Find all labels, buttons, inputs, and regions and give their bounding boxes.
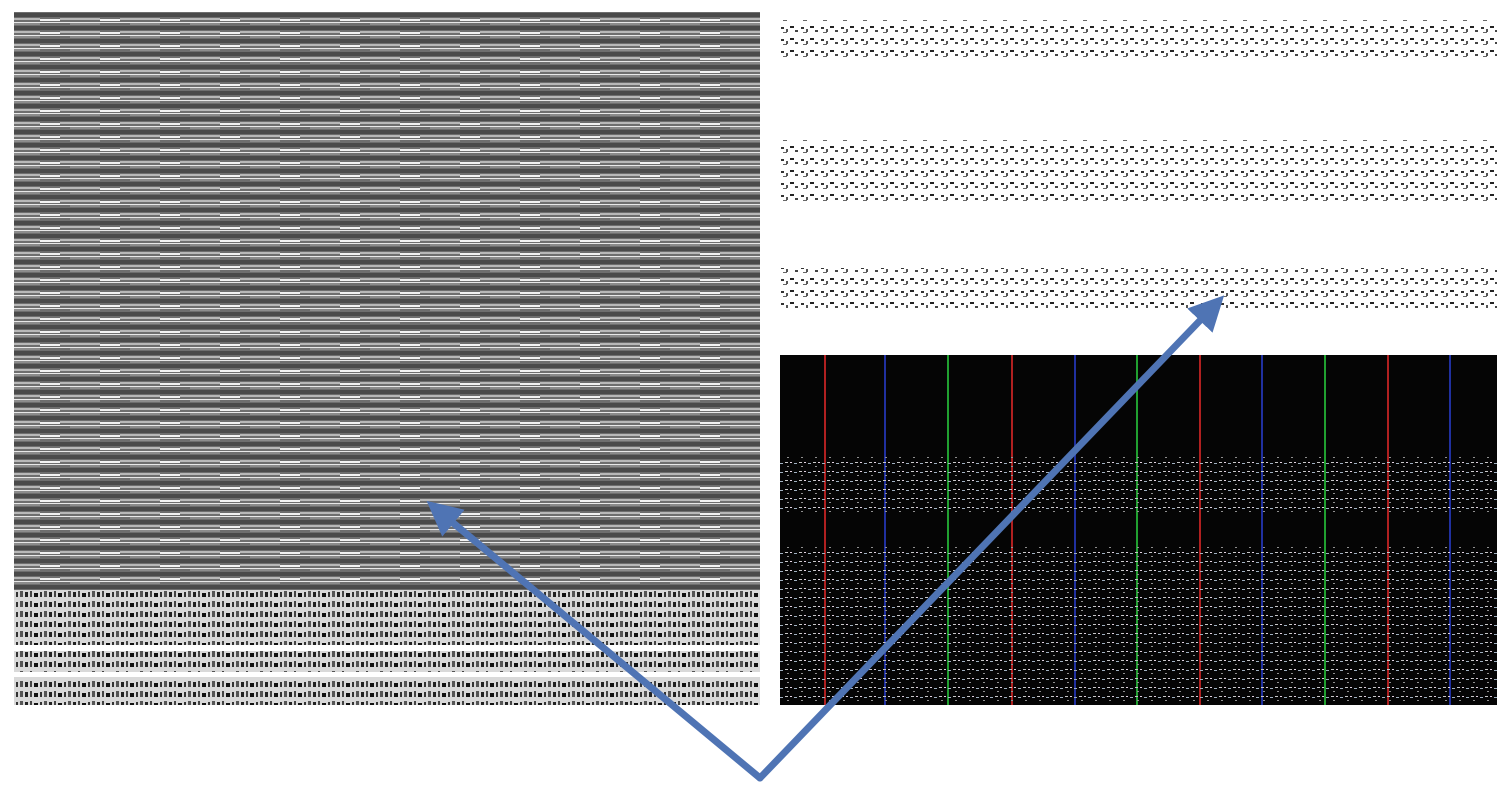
- dotted-rows: [780, 455, 1497, 513]
- dotted-rows: [780, 545, 1497, 705]
- left-gap: [14, 645, 760, 651]
- page: (() => { const data = JSON.parse(documen…: [0, 0, 1497, 785]
- left-striped-panel: [14, 12, 760, 590]
- garbled-text-band: [780, 20, 1497, 62]
- garbled-text-band: [780, 268, 1497, 308]
- left-gap: [14, 672, 760, 677]
- screenshot: [0, 0, 1497, 785]
- garbled-text-band: [780, 140, 1497, 202]
